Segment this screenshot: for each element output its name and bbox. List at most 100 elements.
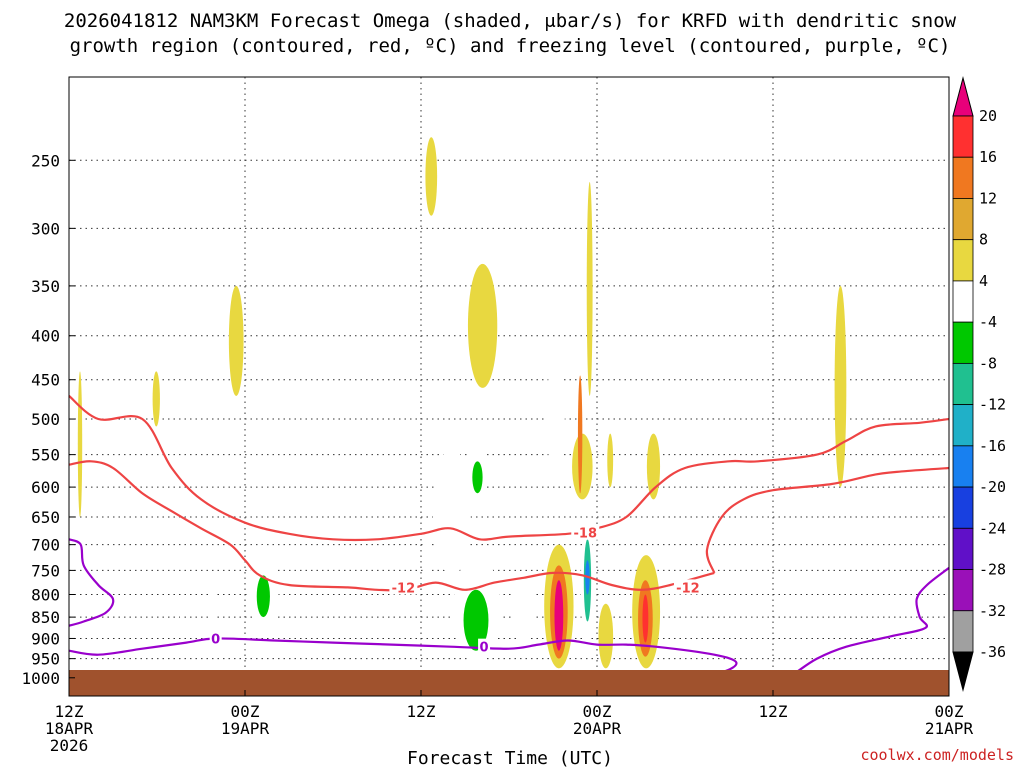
y-tick-label: 1000: [21, 669, 60, 688]
colorbar-level-label: -20: [979, 478, 1006, 496]
x-tick-label: 21APR: [925, 719, 974, 738]
x-tick-label: 12Z: [407, 702, 436, 721]
y-tick-label: 550: [31, 446, 60, 465]
y-tick-label: 400: [31, 327, 60, 346]
contour-label: -18: [574, 527, 598, 542]
colorbar-level-label: 12: [979, 189, 997, 207]
contour-line: [795, 567, 950, 674]
y-tick-label: 650: [31, 508, 60, 527]
contour-label-bg: [478, 638, 491, 654]
y-tick-label: 800: [31, 585, 60, 604]
y-tick-label: 750: [31, 561, 60, 580]
contour-line: [705, 466, 950, 574]
y-axis: 250 300 350 400 450 500 550 600 650 700 750 800 850 9…: [21, 151, 75, 688]
contour-layer: [68, 395, 950, 676]
colorbar-segment: [952, 610, 974, 653]
colorbar-level-label: -32: [979, 602, 1006, 620]
colorbar-segment: [952, 527, 974, 570]
omega-shaded-region: [467, 263, 498, 388]
colorbar-segment: [952, 198, 974, 241]
x-tick-label: 12Z: [759, 702, 788, 721]
omega-shaded-region: [472, 461, 483, 494]
colorbar-segment: [952, 362, 974, 406]
x-tick-label: 12Z: [55, 702, 84, 721]
omega-shaded-region: [554, 580, 564, 651]
omega-shaded-region: [646, 433, 661, 500]
contour-line: [68, 395, 950, 542]
colorbar-segment: [952, 445, 974, 488]
omega-shaded-region: [432, 447, 471, 576]
colorbar-segment: [952, 321, 974, 364]
contour-label-layer: -12 -12 -18 0 0: [209, 524, 702, 656]
omega-shaded-region: [586, 182, 593, 396]
y-tick-label: 250: [31, 151, 60, 170]
omega-shaded-region: [211, 589, 216, 622]
omega-shaded-region: [642, 594, 649, 643]
chart-title-line-2: growth region (contoured, red, ºC) and f…: [70, 35, 951, 57]
colorbar-segment: [952, 115, 974, 158]
y-tick-label: 500: [31, 410, 60, 429]
colorbar-level-label: -24: [979, 519, 1006, 537]
contour-label: -12: [392, 581, 416, 596]
colorbar-segment: [952, 404, 974, 447]
colorbar-segment: [952, 569, 974, 612]
colorbar-level-label: -8: [979, 354, 997, 372]
colorbar-level-label: 8: [979, 231, 988, 249]
colorbar: 20 16 12 8 4 -4 -8 -12 -16 -20 -24 -28 -32 -36: [952, 76, 1006, 692]
omega-shaded-region: [152, 371, 160, 427]
omega-shaded-region: [511, 570, 534, 647]
colorbar-level-label: 16: [979, 148, 997, 166]
y-tick-label: 900: [31, 629, 60, 648]
x-axis-label: Forecast Time (UTC): [407, 748, 613, 768]
chart-title-line-1: 2026041812 NAM3KM Forecast Omega (shaded…: [64, 10, 957, 32]
colorbar-top-arrow: [952, 76, 974, 117]
colorbar-level-label: -16: [979, 437, 1006, 455]
omega-shaded-region: [228, 285, 244, 396]
y-tick-label: 450: [31, 371, 60, 390]
ground-surface: [69, 670, 949, 696]
colorbar-level-label: 20: [979, 107, 997, 125]
colorbar-segment: [952, 239, 974, 282]
colorbar-level-label: -12: [979, 396, 1006, 414]
y-tick-label: 700: [31, 536, 60, 555]
omega-shaded-region: [256, 575, 270, 618]
omega-shaded-region: [425, 137, 438, 216]
contour-label: 0: [211, 632, 220, 647]
colorbar-level-label: -4: [979, 313, 997, 331]
colorbar-level-label: -28: [979, 561, 1006, 579]
x-tick-label: 00Z: [231, 702, 260, 721]
contour-line: [68, 637, 738, 676]
omega-shaded-region: [179, 603, 184, 626]
omega-shaded-region: [577, 375, 583, 494]
y-tick-label: 950: [31, 650, 60, 669]
omega-shaded-region: [834, 285, 847, 488]
x-tick-label: 2026: [50, 736, 89, 755]
contour-line: [68, 460, 715, 592]
contour-label-bg: [571, 524, 600, 540]
contour-label-bg: [209, 630, 222, 646]
omega-shading-layer: [77, 137, 847, 669]
contour-label-bg: [389, 579, 418, 595]
omega-shaded-region: [425, 539, 432, 576]
contour-label: -12: [676, 581, 700, 596]
plot-background: [69, 77, 949, 696]
y-tick-label: 300: [31, 219, 60, 238]
credit-link[interactable]: coolwx.com/models: [860, 746, 1014, 764]
contour-line: [68, 538, 115, 627]
omega-shaded-region: [77, 371, 83, 517]
x-tick-label: 20APR: [573, 719, 622, 738]
y-tick-label: 350: [31, 277, 60, 296]
colorbar-level-label: -36: [979, 643, 1006, 661]
colorbar-segment: [952, 280, 974, 323]
colorbar-segment: [952, 486, 974, 529]
x-tick-label: 18APR: [45, 719, 94, 738]
x-tick-label: 19APR: [221, 719, 270, 738]
y-tick-label: 850: [31, 608, 60, 627]
plot-frame: [68, 76, 950, 697]
x-tick-label: 00Z: [583, 702, 612, 721]
contour-label-bg: [673, 579, 702, 595]
colorbar-bottom-arrow: [952, 651, 974, 692]
colorbar-segment: [952, 156, 974, 199]
x-tick-label: 00Z: [935, 702, 964, 721]
